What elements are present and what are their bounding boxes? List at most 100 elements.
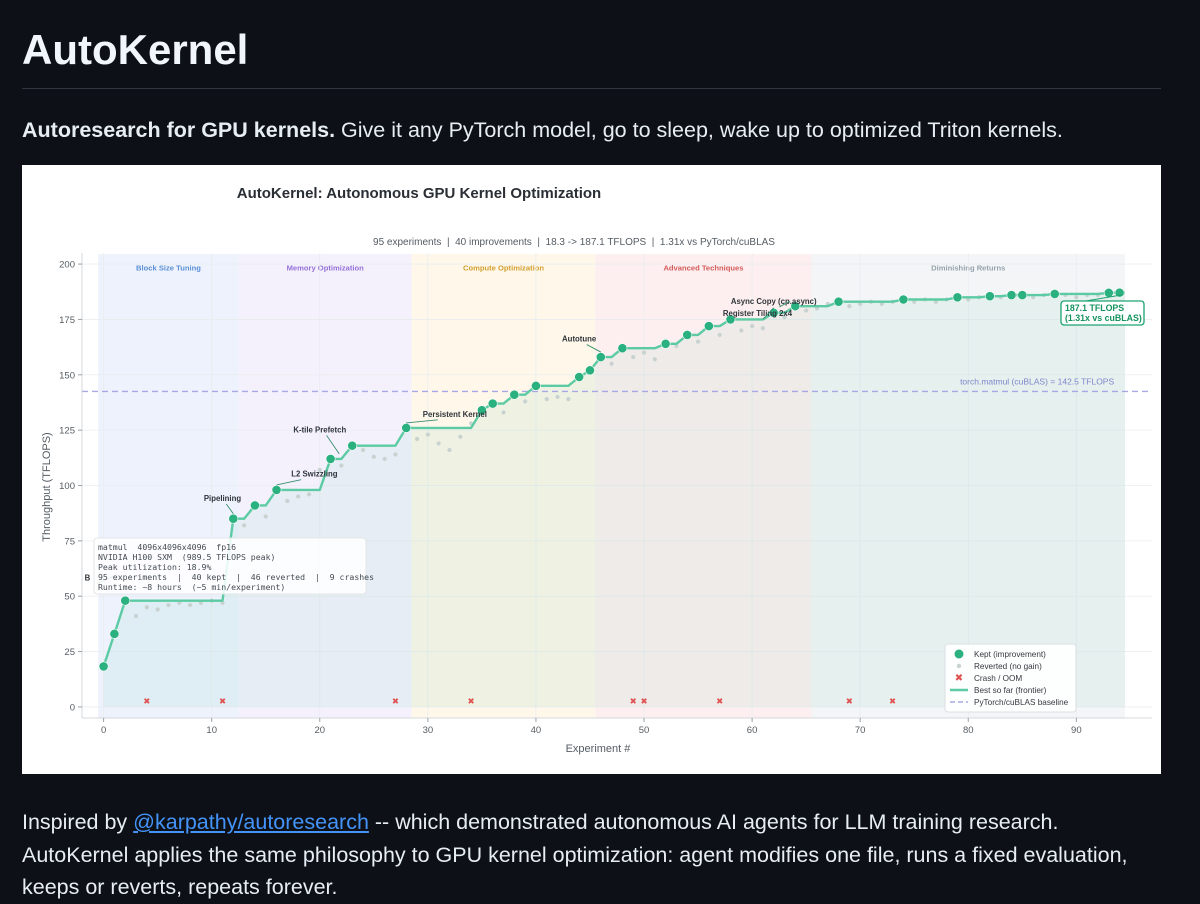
annotation-arrow-1 [225, 503, 234, 514]
reverted-point-27 [523, 399, 528, 404]
reverted-point-34 [652, 357, 657, 362]
kept-point-28 [1017, 290, 1028, 300]
phase-label-1: Memory Optimization [287, 264, 365, 273]
phase-band-1 [238, 254, 412, 718]
kept-point-19 [703, 321, 714, 331]
info-box: matmul 4096x4096x4096 fp16 NVIDIA H100 S… [93, 537, 374, 595]
legend-kept-marker [954, 649, 964, 659]
reverted-point-22 [436, 441, 441, 446]
legend-kept-label: Kept (improvement) [974, 650, 1046, 659]
x-axis-label: Experiment # [566, 743, 632, 755]
y-tick-label-0: 0 [70, 702, 75, 713]
phase-band-0 [98, 254, 239, 718]
crash-point-4: ✖ [630, 697, 637, 707]
annotation-label-0: B [85, 574, 91, 583]
reverted-point-33 [641, 350, 647, 355]
kept-point-24 [898, 294, 909, 305]
crash-point-1: ✖ [219, 697, 226, 707]
kept-point-12 [531, 380, 541, 391]
kept-point-30 [1103, 287, 1114, 298]
page-title: AutoKernel [22, 26, 249, 73]
tagline-bold: Autoresearch for GPU kernels. [22, 118, 336, 142]
tagline: Autoresearch for GPU kernels. Give it an… [22, 114, 1063, 146]
tagline-rest: Give it any PyTorch model, go to sleep, … [335, 118, 1063, 142]
kept-point-16 [617, 343, 628, 354]
reverted-point-31 [609, 361, 614, 366]
crash-point-6: ✖ [716, 697, 723, 707]
legend-crash-marker: ✖ [955, 673, 963, 684]
crash-point-5: ✖ [640, 697, 647, 707]
phase-label-0: Block Size Tuning [136, 264, 201, 273]
reverted-point-5 [187, 602, 193, 608]
crash-point-3: ✖ [468, 697, 475, 707]
kept-point-22 [790, 301, 801, 312]
annotation-arrow-2 [276, 479, 302, 486]
legend-reverted-marker [956, 663, 962, 669]
annotation-label-4: Persistent Kernel [423, 410, 487, 419]
reverted-point-21 [425, 432, 430, 437]
annotation-arrow-3 [326, 435, 340, 455]
footer-line1-rest: -- which demonstrated autonomous AI agen… [368, 810, 1059, 834]
callout-line-2: (1.31x vs cuBLAS) [1065, 313, 1142, 323]
reverted-point-23 [447, 447, 452, 453]
crash-point-2: ✖ [392, 697, 399, 707]
phase-label-2: Compute Optimization [463, 264, 544, 273]
y-tick-label-100: 100 [59, 481, 75, 492]
kept-point-2 [120, 595, 131, 606]
chart-svg: Block Size Tuning Memory Optimization Comp… [22, 165, 1161, 774]
annotation-arrow-7 [779, 300, 791, 308]
y-tick-label-25: 25 [64, 647, 75, 658]
reverted-point-14 [317, 467, 322, 473]
reverted-point-29 [555, 394, 560, 400]
kept-point-9 [476, 405, 487, 416]
legend-baseline-label: PyTorch/cuBLAS baseline [974, 698, 1069, 707]
reverted-point-28 [544, 397, 549, 402]
reverted-point-15 [339, 463, 344, 468]
kept-point-25 [952, 292, 963, 303]
reverted-point-3 [166, 602, 171, 608]
reverted-point-20 [414, 436, 420, 442]
kept-point-20 [725, 314, 736, 325]
crash-point-7: ✖ [846, 697, 853, 707]
reverted-point-9 [242, 523, 247, 528]
kept-point-4 [250, 500, 260, 511]
y-tick-label-75: 75 [64, 536, 75, 547]
x-tick-label-0: 0 [101, 725, 106, 736]
reverted-point-1 [144, 605, 149, 610]
kept-point-17 [660, 338, 671, 349]
x-tick-label-20: 20 [314, 725, 325, 736]
reverted-point-10 [263, 514, 268, 519]
phase-band-2 [411, 254, 596, 718]
annotation-arrow-4 [406, 419, 438, 424]
reverted-point-19 [393, 452, 398, 457]
reverted-point-38 [739, 328, 744, 333]
annotation-label-6: Register Tiling 2x4 [723, 309, 793, 318]
reverted-point-26 [501, 410, 506, 415]
reverted-point-60 [1074, 295, 1079, 300]
y-tick-label-50: 50 [64, 592, 75, 603]
karpathy-autoresearch-link[interactable]: @karpathy/autoresearch [133, 810, 369, 834]
kept-point-26 [984, 291, 995, 302]
chart-title: AutoKernel: Autonomous GPU Kernel Optimi… [237, 185, 601, 202]
annotation-arrow-6 [762, 307, 775, 320]
chart-figure: Block Size Tuning Memory Optimization Comp… [22, 165, 1161, 774]
footer-line2: AutoKernel applies the same philosophy t… [22, 842, 1128, 867]
x-tick-label-60: 60 [747, 725, 758, 736]
final-callout: 187.1 TFLOPS (1.31x vs cuBLAS) [1060, 300, 1145, 326]
footer-line3: keeps or reverts, repeats forever. [22, 875, 338, 899]
kept-point-13 [574, 372, 585, 382]
y-tick-label-200: 200 [59, 260, 75, 271]
kept-point-18 [682, 330, 693, 340]
y-tick-label-150: 150 [59, 370, 75, 381]
kept-point-8 [401, 423, 412, 433]
reverted-point-2 [155, 607, 160, 612]
kept-point-11 [509, 389, 520, 400]
reverted-point-39 [750, 323, 755, 329]
kept-point-10 [487, 398, 498, 409]
reverted-point-16 [360, 447, 366, 453]
info-line-3: Peak utilization: 18.9% [98, 562, 211, 572]
reverted-point-17 [371, 454, 376, 459]
reverted-point-36 [695, 339, 701, 344]
reverted-point-0 [133, 614, 139, 619]
